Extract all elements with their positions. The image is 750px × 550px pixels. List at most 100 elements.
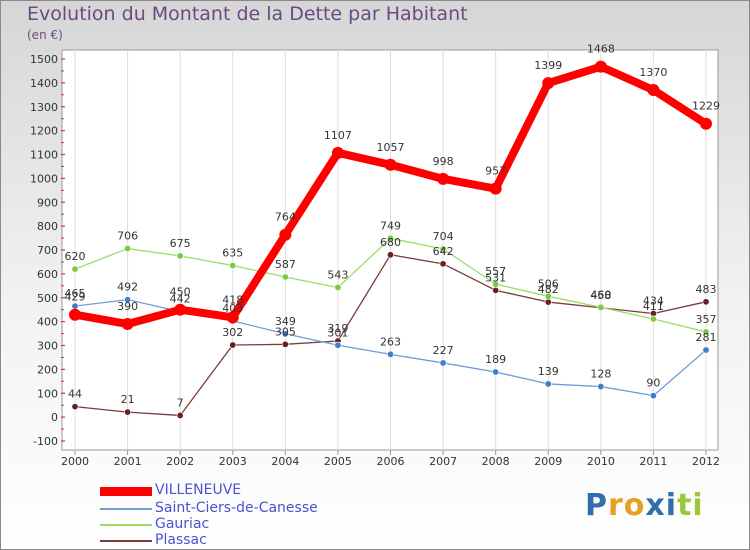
data-label: 1107 (324, 129, 352, 142)
data-point (597, 383, 605, 391)
data-point (700, 117, 712, 130)
x-tick-label: 2006 (377, 455, 405, 468)
data-point (331, 146, 344, 159)
data-point (124, 408, 132, 416)
data-point (439, 245, 447, 253)
data-point (439, 359, 447, 367)
brand-letter: r (608, 488, 624, 523)
data-label: 492 (117, 281, 138, 294)
legend-swatch (100, 540, 152, 542)
data-point (702, 328, 710, 336)
data-label: 263 (380, 335, 401, 348)
data-label: 319 (327, 322, 348, 335)
data-label: 1399 (534, 59, 562, 72)
data-label: 620 (65, 250, 86, 263)
data-label: 357 (696, 313, 717, 326)
x-tick-label: 2002 (166, 455, 194, 468)
data-label: 749 (380, 219, 401, 232)
x-tick-label: 2011 (639, 455, 667, 468)
legend-label: Saint-Ciers-de-Canesse (155, 500, 318, 516)
y-tick-label: 1500 (30, 53, 58, 66)
y-tick-label: 1200 (30, 125, 58, 138)
x-tick-label: 2008 (482, 455, 510, 468)
data-label: 680 (380, 236, 401, 249)
data-label: 434 (643, 295, 664, 308)
data-point (702, 346, 710, 354)
data-point (702, 298, 710, 306)
data-point (649, 392, 657, 400)
data-label: 7 (177, 396, 184, 409)
data-label: 483 (696, 283, 717, 296)
data-point (281, 330, 289, 338)
data-point (69, 308, 81, 321)
data-label: 465 (65, 287, 86, 300)
legend-label: Gauriac (155, 516, 210, 532)
data-point (71, 265, 79, 273)
data-label: 302 (222, 326, 243, 339)
data-point (386, 350, 394, 358)
y-tick-label: 1100 (30, 149, 58, 162)
data-point (492, 286, 500, 294)
data-label: 531 (485, 271, 506, 284)
data-point (176, 411, 184, 419)
legend-label: Plassac (155, 532, 207, 548)
data-point (229, 341, 237, 349)
data-label: 411 (643, 300, 664, 313)
data-point (386, 234, 394, 242)
data-label: 557 (485, 265, 506, 278)
x-tick-label: 2003 (219, 455, 247, 468)
data-point (489, 182, 502, 195)
y-tick-label: -100 (33, 435, 58, 448)
data-label: 128 (590, 368, 611, 381)
data-label: 587 (275, 258, 296, 271)
data-point (597, 303, 605, 311)
brand-letter: x (645, 488, 666, 523)
data-point (439, 260, 447, 268)
y-tick-label: 0 (51, 411, 58, 424)
data-point (174, 303, 187, 316)
data-label: 1468 (587, 43, 615, 56)
data-label: 458 (590, 289, 611, 302)
data-label: 227 (433, 344, 454, 357)
y-tick-label: 700 (37, 244, 58, 257)
brand-letter: P (585, 488, 608, 523)
data-label: 44 (68, 388, 82, 401)
data-point (544, 380, 552, 388)
data-label: 139 (538, 365, 559, 378)
x-tick-label: 2007 (429, 455, 457, 468)
y-tick-label: 1000 (30, 172, 58, 185)
brand-letter: t (677, 488, 693, 523)
data-label: 764 (275, 211, 296, 224)
brand-letter: i (692, 488, 704, 523)
chart-title: Evolution du Montant de la Dette par Hab… (27, 3, 468, 25)
legend-swatch (100, 487, 152, 496)
data-point (71, 302, 79, 310)
data-label: 21 (121, 393, 135, 406)
data-label: 450 (170, 286, 191, 299)
y-tick-label: 400 (37, 316, 58, 329)
data-label: 957 (485, 165, 506, 178)
data-point (649, 315, 657, 323)
x-tick-label: 2009 (534, 455, 562, 468)
data-label: 442 (170, 293, 191, 306)
data-label: 482 (538, 283, 559, 296)
data-label: 675 (170, 237, 191, 250)
y-tick-label: 500 (37, 292, 58, 305)
data-label: 390 (117, 300, 138, 313)
legend-swatch (100, 524, 152, 526)
x-tick-label: 2000 (61, 455, 89, 468)
x-tick-label: 2010 (587, 455, 615, 468)
data-point (594, 60, 607, 73)
data-label: 460 (590, 288, 611, 301)
brand-letter: i (665, 488, 678, 523)
y-tick-label: 200 (37, 363, 58, 376)
data-point (279, 228, 292, 241)
x-tick-label: 2005 (324, 455, 352, 468)
x-tick-label: 2004 (271, 455, 299, 468)
data-label: 998 (433, 155, 454, 168)
data-point (226, 311, 239, 324)
y-tick-label: 100 (37, 387, 58, 400)
data-label: 635 (222, 247, 243, 260)
data-point (176, 252, 184, 260)
